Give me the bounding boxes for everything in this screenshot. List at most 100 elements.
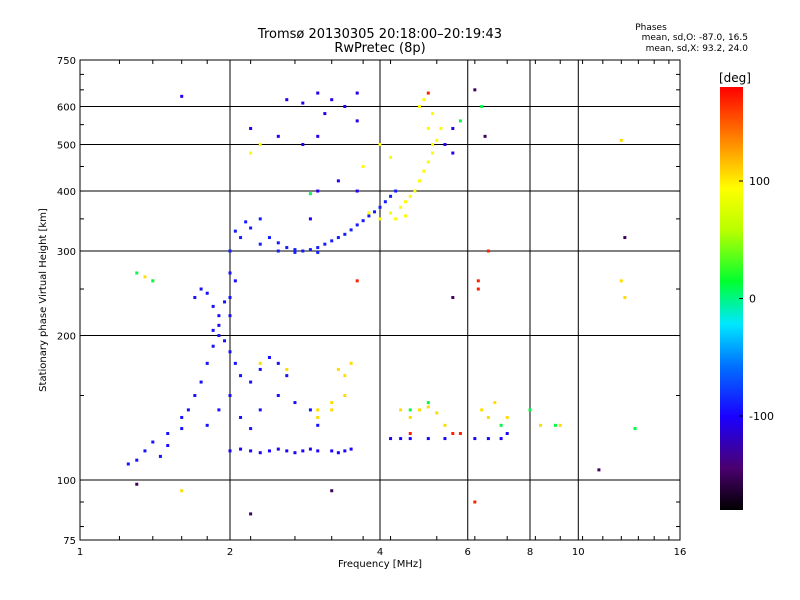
data-point — [301, 449, 305, 453]
data-point — [249, 126, 253, 130]
data-point — [293, 401, 297, 405]
phase-x-mode: mean, sd,X: 93.2, 24.0 — [645, 44, 748, 54]
data-point — [476, 287, 480, 291]
data-point — [349, 228, 353, 232]
data-point — [126, 462, 130, 466]
data-point — [431, 112, 435, 116]
data-point — [316, 408, 320, 412]
y-tick-label: 600 — [57, 103, 76, 114]
data-point — [258, 408, 262, 412]
data-point — [435, 138, 439, 142]
y-tick-label: 300 — [57, 247, 76, 258]
data-point — [473, 88, 477, 92]
x-axis-ticks: 1 2 4 6 8 10 16 — [77, 60, 686, 558]
data-point — [399, 408, 403, 412]
colorbar-tick-label: 0 — [749, 293, 756, 306]
data-point — [249, 226, 253, 230]
data-point — [355, 223, 359, 227]
x-tick-label: 10 — [572, 547, 585, 558]
data-point — [623, 296, 627, 300]
data-point — [451, 126, 455, 130]
data-point — [483, 134, 487, 138]
data-point — [276, 249, 280, 253]
data-point — [394, 189, 398, 193]
data-point — [373, 210, 377, 214]
data-point — [633, 427, 637, 431]
data-point — [205, 291, 209, 295]
data-points — [126, 88, 637, 516]
data-point — [505, 415, 509, 419]
data-point — [135, 271, 139, 275]
data-point — [426, 126, 430, 130]
data-point — [597, 468, 601, 472]
data-point — [399, 205, 403, 209]
data-point — [258, 143, 262, 147]
data-point — [143, 275, 147, 279]
data-point — [394, 217, 398, 221]
data-point — [408, 194, 412, 198]
data-point — [499, 437, 503, 441]
chart-subtitle: RwPretec (8p) — [334, 41, 426, 56]
y-tick-label: 200 — [57, 332, 76, 343]
data-point — [473, 500, 477, 504]
y-tick-label: 100 — [57, 476, 76, 487]
data-point — [619, 279, 623, 283]
data-point — [486, 415, 490, 419]
data-point — [408, 415, 412, 419]
colorbar-tick-label: -100 — [749, 410, 774, 423]
data-point — [308, 248, 312, 252]
colorbar-ticks: 100 0 -100 — [739, 175, 774, 423]
x-tick-label: 2 — [227, 547, 233, 558]
data-point — [458, 119, 462, 123]
data-point — [422, 169, 426, 173]
data-point — [267, 236, 271, 240]
data-point — [249, 151, 253, 155]
data-point — [285, 367, 289, 371]
phase-o-mode: mean, sd,O: -87.0, 16.5 — [641, 33, 748, 43]
data-point — [285, 98, 289, 102]
data-point — [301, 249, 305, 253]
data-point — [367, 211, 371, 215]
data-point — [389, 437, 393, 441]
data-point — [378, 143, 382, 147]
data-point — [480, 408, 484, 412]
data-point — [480, 105, 484, 109]
data-point — [249, 449, 253, 453]
data-point — [258, 217, 262, 221]
data-point — [316, 91, 320, 95]
data-point — [308, 192, 312, 196]
data-point — [308, 217, 312, 221]
data-point — [211, 304, 215, 308]
data-point — [323, 112, 327, 116]
data-point — [426, 405, 430, 409]
data-point — [239, 236, 243, 240]
data-point — [443, 143, 447, 147]
data-point — [443, 437, 447, 441]
data-point — [217, 334, 221, 338]
data-point — [316, 415, 320, 419]
data-point — [293, 451, 297, 455]
data-point — [228, 394, 232, 398]
data-point — [383, 200, 387, 204]
data-point — [180, 415, 184, 419]
colorbar-label: [deg] — [719, 71, 751, 85]
data-point — [323, 242, 327, 246]
data-point — [244, 220, 248, 224]
data-point — [316, 246, 320, 250]
data-point — [258, 361, 262, 365]
data-point — [330, 489, 334, 493]
data-point — [408, 437, 412, 441]
data-point — [431, 143, 435, 147]
data-point — [258, 242, 262, 246]
data-point — [285, 449, 289, 453]
data-point — [349, 447, 353, 451]
data-point — [443, 423, 447, 427]
data-point — [316, 423, 320, 427]
data-point — [285, 246, 289, 250]
data-point — [343, 105, 347, 109]
data-point — [249, 380, 253, 384]
data-point — [403, 214, 407, 218]
data-point — [239, 447, 243, 451]
x-tick-label: 4 — [377, 547, 383, 558]
y-tick-label: 75 — [63, 536, 76, 547]
